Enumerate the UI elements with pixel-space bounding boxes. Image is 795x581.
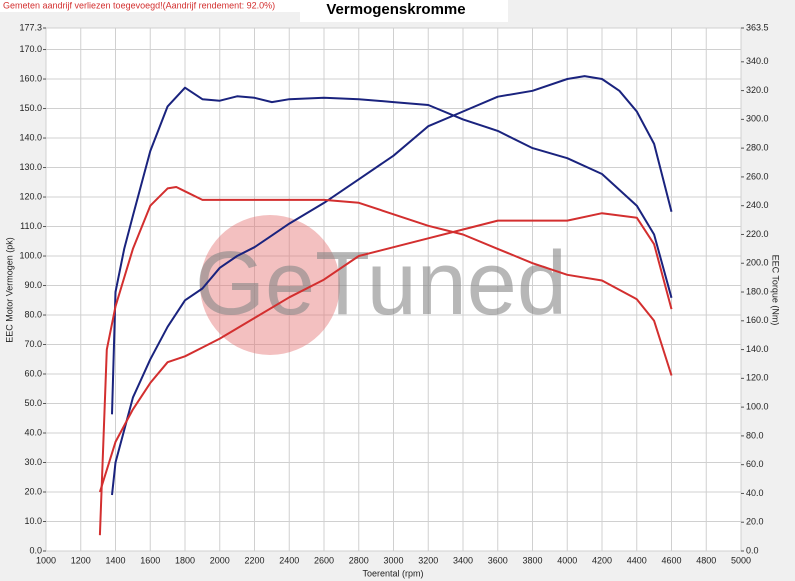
x-tick-label: 3200 bbox=[418, 555, 438, 565]
series-line bbox=[98, 212, 673, 493]
y2-tick-label: 60.0 bbox=[746, 459, 764, 469]
x-tick-label: 1000 bbox=[36, 555, 56, 565]
y-tick-label: 30.0 bbox=[24, 457, 42, 467]
x-tick-label: 1400 bbox=[105, 555, 125, 565]
x-tick-label: 1600 bbox=[140, 555, 160, 565]
series-line bbox=[98, 186, 673, 536]
x-tick-label: 4600 bbox=[661, 555, 681, 565]
x-tick-label: 4200 bbox=[592, 555, 612, 565]
note-box bbox=[0, 0, 300, 12]
x-tick-label: 2200 bbox=[244, 555, 264, 565]
y2-tick-label: 0.0 bbox=[746, 545, 759, 555]
x-axis-label: Toerental (rpm) bbox=[362, 568, 423, 578]
x-tick-label: 2800 bbox=[349, 555, 369, 565]
x-tick-label: 4800 bbox=[696, 555, 716, 565]
y2-axis-label: EEC Torque (Nm) bbox=[771, 255, 781, 326]
x-tick-label: 3000 bbox=[383, 555, 403, 565]
y2-tick-label: 280.0 bbox=[746, 143, 769, 153]
watermark: GeTuned bbox=[195, 215, 567, 355]
y-tick-label: 160.0 bbox=[19, 73, 42, 83]
x-tick-label: 2400 bbox=[279, 555, 299, 565]
x-tick-label: 3600 bbox=[488, 555, 508, 565]
x-tick-label: 3800 bbox=[522, 555, 542, 565]
x-tick-label: 1200 bbox=[71, 555, 91, 565]
y-tick-label: 130.0 bbox=[19, 162, 42, 172]
y-tick-label: 120.0 bbox=[19, 191, 42, 201]
y-tick-label: 140.0 bbox=[19, 132, 42, 142]
y-tick-label: 20.0 bbox=[24, 486, 42, 496]
title-box bbox=[300, 0, 508, 22]
y-tick-label: 60.0 bbox=[24, 368, 42, 378]
y-tick-label: 70.0 bbox=[24, 339, 42, 349]
y-tick-label: 177.3 bbox=[19, 22, 42, 32]
y2-tick-label: 40.0 bbox=[746, 488, 764, 498]
y2-tick-label: 180.0 bbox=[746, 286, 769, 296]
y-tick-label: 90.0 bbox=[24, 280, 42, 290]
y-tick-label: 50.0 bbox=[24, 398, 42, 408]
x-tick-label: 5000 bbox=[731, 555, 751, 565]
y2-tick-label: 260.0 bbox=[746, 171, 769, 181]
x-tick-label: 4400 bbox=[627, 555, 647, 565]
y-tick-label: 150.0 bbox=[19, 103, 42, 113]
x-tick-label: 2600 bbox=[314, 555, 334, 565]
y-tick-label: 0.0 bbox=[29, 545, 42, 555]
x-tick-label: 4000 bbox=[557, 555, 577, 565]
y2-tick-label: 320.0 bbox=[746, 85, 769, 95]
y-tick-label: 110.0 bbox=[20, 221, 42, 231]
y2-tick-label: 140.0 bbox=[746, 344, 769, 354]
watermark-circle bbox=[200, 215, 340, 355]
y2-tick-label: 120.0 bbox=[746, 373, 769, 383]
y-tick-label: 170.0 bbox=[19, 44, 42, 54]
series-line bbox=[111, 75, 673, 496]
x-tick-label: 3400 bbox=[453, 555, 473, 565]
y-axis-label: EEC Motor Vermogen (pk) bbox=[4, 237, 14, 343]
x-tick-label: 2000 bbox=[210, 555, 230, 565]
y2-tick-label: 200.0 bbox=[746, 258, 769, 268]
series-line bbox=[111, 86, 673, 415]
y2-tick-label: 160.0 bbox=[746, 315, 769, 325]
y-tick-label: 40.0 bbox=[24, 427, 42, 437]
y-tick-label: 10.0 bbox=[24, 516, 42, 526]
y2-tick-label: 363.5 bbox=[746, 22, 769, 32]
note: Gemeten aandrijf verliezen toegevoegd!(A… bbox=[3, 0, 275, 10]
x-tick-label: 1800 bbox=[175, 555, 195, 565]
y2-tick-label: 80.0 bbox=[746, 430, 764, 440]
y2-tick-label: 20.0 bbox=[746, 517, 764, 527]
y2-tick-label: 100.0 bbox=[746, 401, 769, 411]
y2-tick-label: 340.0 bbox=[746, 56, 769, 66]
y2-tick-label: 240.0 bbox=[746, 200, 769, 210]
y2-tick-label: 300.0 bbox=[746, 114, 769, 124]
chart-title: Vermogenskromme bbox=[326, 1, 465, 18]
y-tick-label: 80.0 bbox=[24, 309, 42, 319]
y2-tick-label: 220.0 bbox=[746, 229, 769, 239]
y-tick-label: 100.0 bbox=[19, 250, 42, 260]
